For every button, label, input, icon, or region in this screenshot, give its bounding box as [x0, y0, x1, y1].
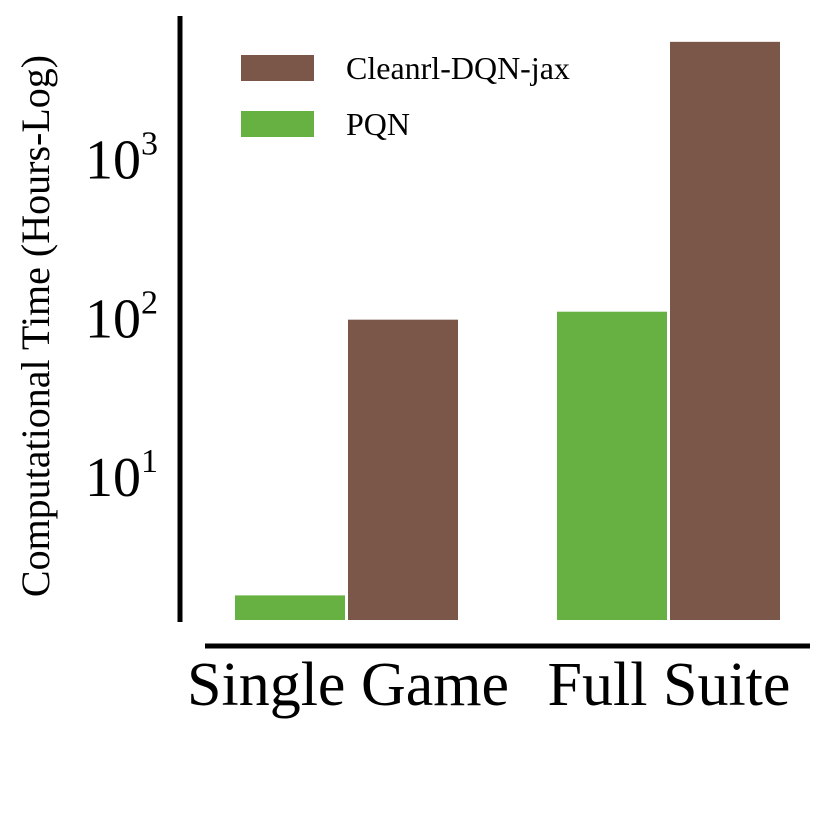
- y-tick-label: 103: [85, 125, 158, 191]
- legend-swatch: [241, 111, 314, 137]
- bar-pqn-full-suite: [557, 311, 667, 620]
- bar-cleanrl-dqn-jax-single-game: [348, 319, 458, 620]
- y-tick-base: 10: [85, 288, 141, 350]
- legend: Cleanrl-DQN-jax PQN: [241, 50, 570, 142]
- x-tick-labels: Single Game Full Suite: [187, 651, 790, 719]
- x-tick-label: Single Game: [187, 651, 509, 719]
- y-tick-exponent: 2: [141, 284, 158, 321]
- bars: [235, 41, 780, 621]
- y-tick-label: 101: [85, 443, 158, 509]
- legend-swatch: [241, 55, 314, 81]
- y-tick-exponent: 3: [141, 125, 158, 162]
- y-tick-base: 10: [85, 447, 141, 509]
- y-tick-label: 102: [85, 284, 158, 350]
- y-axis-label: Computational Time (Hours-Log): [13, 55, 58, 597]
- bar-cleanrl-dqn-jax-full-suite: [670, 41, 780, 621]
- legend-label: Cleanrl-DQN-jax: [346, 50, 570, 86]
- legend-label: PQN: [346, 106, 410, 142]
- y-tick-base: 10: [85, 129, 141, 191]
- bar-pqn-single-game: [235, 595, 345, 620]
- y-tick-exponent: 1: [141, 443, 158, 480]
- x-tick-label: Full Suite: [548, 651, 791, 719]
